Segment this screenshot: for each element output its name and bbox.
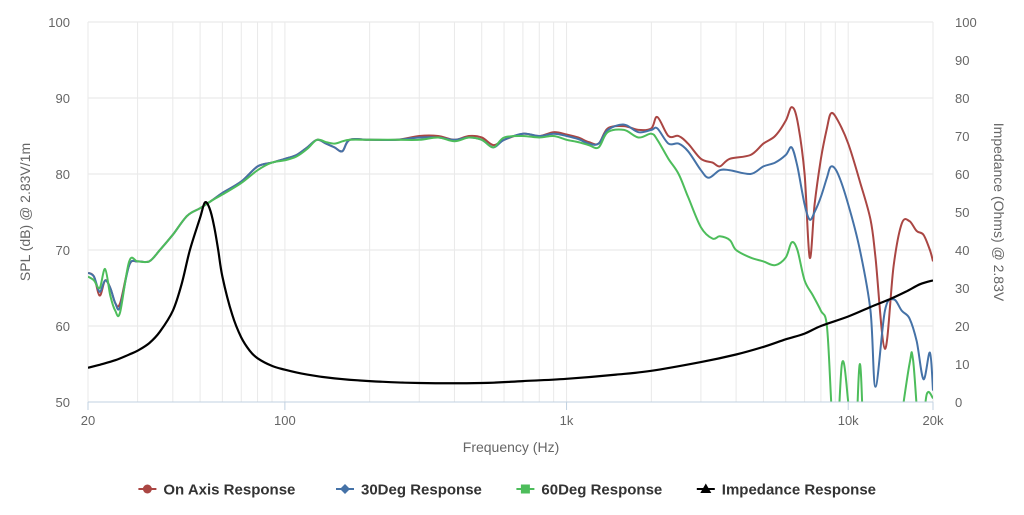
legend-item-impedance-response: Impedance Response	[696, 482, 876, 499]
legend-label: On Axis Response	[163, 482, 295, 499]
left-tick-label: 60	[56, 319, 70, 334]
60deg-response-line	[88, 128, 933, 402]
left-tick-label: 90	[56, 91, 70, 106]
legend: On Axis Response 30Deg Response 60Deg Resp…	[138, 482, 876, 499]
right-tick-label: 70	[955, 129, 969, 144]
legend-item-60deg-response: 60Deg Response	[516, 482, 662, 499]
legend-item-on-axis-response: On Axis Response	[138, 482, 295, 499]
x-tick-label: 1k	[560, 413, 574, 428]
legend-item-30deg-response: 30Deg Response	[336, 482, 482, 499]
legend-label: 30Deg Response	[361, 482, 482, 499]
right-tick-label: 50	[955, 205, 969, 220]
x-tick-label: 20k	[923, 413, 944, 428]
diamond-marker-icon	[340, 484, 350, 494]
right-tick-label: 0	[955, 395, 962, 410]
legend-label: Impedance Response	[722, 482, 876, 499]
right-tick-label: 10	[955, 357, 969, 372]
axes: Frequency (Hz) SPL (dB) @ 2.83V/1m Imped…	[17, 15, 1007, 455]
left-tick-label: 50	[56, 395, 70, 410]
circle-marker-icon	[142, 484, 152, 494]
30deg-response-line	[88, 123, 933, 391]
legend-label: 60Deg Response	[541, 482, 662, 499]
right-axis-title: Impedance (Ohms) @ 2.83V	[991, 123, 1007, 302]
right-tick-label: 100	[955, 15, 977, 30]
right-tick-label: 30	[955, 281, 969, 296]
square-marker-icon	[520, 484, 530, 494]
right-tick-label: 90	[955, 53, 969, 68]
left-axis-title: SPL (dB) @ 2.83V/1m	[17, 143, 33, 281]
right-tick-label: 60	[955, 167, 969, 182]
left-tick-label: 100	[48, 15, 70, 30]
x-tick-label: 100	[274, 413, 296, 428]
impedance-response-line	[88, 201, 933, 385]
series-layer	[88, 106, 933, 402]
left-tick-label: 70	[56, 243, 70, 258]
right-tick-label: 40	[955, 243, 969, 258]
x-axis-title: Frequency (Hz)	[463, 439, 559, 455]
right-tick-label: 20	[955, 319, 969, 334]
left-tick-label: 80	[56, 167, 70, 182]
x-tick-label: 20	[81, 413, 95, 428]
triangle-marker-icon	[700, 483, 712, 493]
right-tick-label: 80	[955, 91, 969, 106]
x-tick-label: 10k	[838, 413, 859, 428]
